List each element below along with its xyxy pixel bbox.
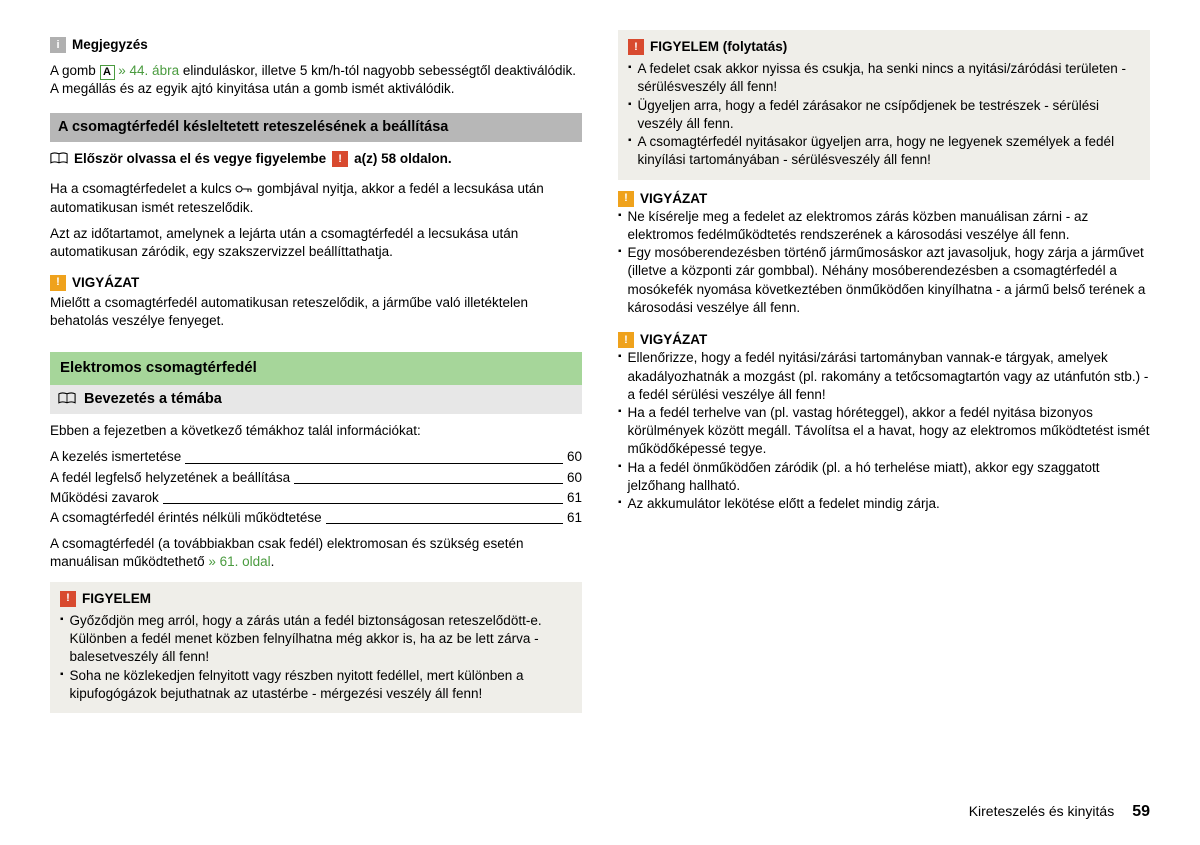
list-item: Ellenőrizze, hogy a fedél nyitási/zárási… (618, 349, 1150, 404)
list-item: Ha a fedél terhelve van (pl. vastag hóré… (618, 404, 1150, 459)
toc-label: A fedél legfelső helyzetének a beállítás… (50, 469, 290, 487)
paragraph: Azt az időtartamot, amelynek a lejárta u… (50, 225, 582, 261)
footer-section: Kireteszelés és kinyitás (969, 802, 1115, 821)
list-item: Az akkumulátor lekötése előtt a fedelet … (618, 495, 1150, 513)
list-item: A csomagtérfedél nyitásakor ügyeljen arr… (628, 133, 1140, 169)
toc-dots (294, 483, 563, 484)
page-footer: Kireteszelés és kinyitás 59 (969, 801, 1150, 823)
toc-page: 61 (567, 509, 582, 527)
toc-page: 61 (567, 489, 582, 507)
list-item: Ne kísérelje meg a fedelet az elektromos… (618, 208, 1150, 244)
toc-row[interactable]: A kezelés ismertetése 60 (50, 448, 582, 466)
warning-list: A fedelet csak akkor nyissa és csukja, h… (628, 60, 1140, 169)
toc-page: 60 (567, 448, 582, 466)
list-item: Győződjön meg arról, hogy a zárás után a… (60, 612, 572, 667)
list-item: Egy mosóberendezésben történő járműmosás… (618, 244, 1150, 317)
caution-icon: ! (50, 275, 66, 291)
caution-heading: ! VIGYÁZAT (618, 331, 1150, 349)
read-first-line: Először olvassa el és vegye figyelembe !… (50, 150, 582, 168)
warning-title: ! FIGYELEM (60, 590, 572, 608)
page-number: 59 (1132, 801, 1150, 823)
toc-row[interactable]: A fedél legfelső helyzetének a beállítás… (50, 469, 582, 487)
ref-letter-box: A (100, 65, 115, 80)
toc-label: A kezelés ismertetése (50, 448, 181, 466)
book-icon (50, 152, 68, 166)
toc-row[interactable]: Működési zavarok 61 (50, 489, 582, 507)
toc-dots (163, 503, 563, 504)
warning-icon: ! (60, 591, 76, 607)
note-heading: i Megjegyzés (50, 36, 582, 54)
caution-list: Ellenőrizze, hogy a fedél nyitási/zárási… (618, 349, 1150, 513)
note-title: Megjegyzés (72, 36, 148, 54)
caution-heading: ! VIGYÁZAT (618, 190, 1150, 208)
toc-label: A csomagtérfedél érintés nélküli működte… (50, 509, 322, 527)
list-item: Ügyeljen arra, hogy a fedél zárásakor ne… (628, 97, 1140, 133)
warning-title: ! FIGYELEM (folytatás) (628, 38, 1140, 56)
caution-heading: ! VIGYÁZAT (50, 274, 582, 292)
page-ref-link[interactable]: » 61. oldal (208, 554, 270, 569)
figure-ref-link[interactable]: » 44. ábra (115, 63, 180, 78)
toc: A kezelés ismertetése 60 A fedél legfelső … (50, 448, 582, 527)
paragraph: Ha a csomagtérfedelet a kulcs gombjával … (50, 180, 582, 217)
right-column: ! FIGYELEM (folytatás) A fedelet csak ak… (618, 30, 1150, 723)
list-item: Soha ne közlekedjen felnyitott vagy rész… (60, 667, 572, 703)
note-text: A gomb A » 44. ábra elinduláskor, illetv… (50, 62, 582, 98)
caution-icon: ! (618, 191, 634, 207)
caution-icon: ! (618, 332, 634, 348)
list-item: Ha a fedél önműködően záródik (pl. a hó … (618, 459, 1150, 495)
toc-row[interactable]: A csomagtérfedél érintés nélküli működte… (50, 509, 582, 527)
section-heading-grey: A csomagtérfedél késleltetett reteszelés… (50, 113, 582, 143)
intro-text: Ebben a fejezetben a következő témákhoz … (50, 422, 582, 440)
warning-list: Győződjön meg arról, hogy a zárás után a… (60, 612, 572, 703)
left-column: i Megjegyzés A gomb A » 44. ábra elindul… (50, 30, 582, 723)
caution-text: Mielőtt a csomagtérfedél automatikusan r… (50, 294, 582, 330)
warning-box: ! FIGYELEM Győződjön meg arról, hogy a z… (50, 582, 582, 713)
list-item: A fedelet csak akkor nyissa és csukja, h… (628, 60, 1140, 96)
toc-page: 60 (567, 469, 582, 487)
subsection-heading: Bevezetés a témába (50, 385, 582, 415)
paragraph: A csomagtérfedél (a továbbiakban csak fe… (50, 535, 582, 571)
toc-label: Működési zavarok (50, 489, 159, 507)
book-icon (58, 392, 76, 406)
caution-list: Ne kísérelje meg a fedelet az elektromos… (618, 208, 1150, 317)
info-icon: i (50, 37, 66, 53)
toc-dots (185, 463, 563, 464)
section-heading-green: Elektromos csomagtérfedél (50, 352, 582, 384)
warning-box-cont: ! FIGYELEM (folytatás) A fedelet csak ak… (618, 30, 1150, 180)
key-icon (235, 181, 253, 199)
warning-icon: ! (332, 151, 348, 167)
toc-dots (326, 523, 563, 524)
warning-icon: ! (628, 39, 644, 55)
